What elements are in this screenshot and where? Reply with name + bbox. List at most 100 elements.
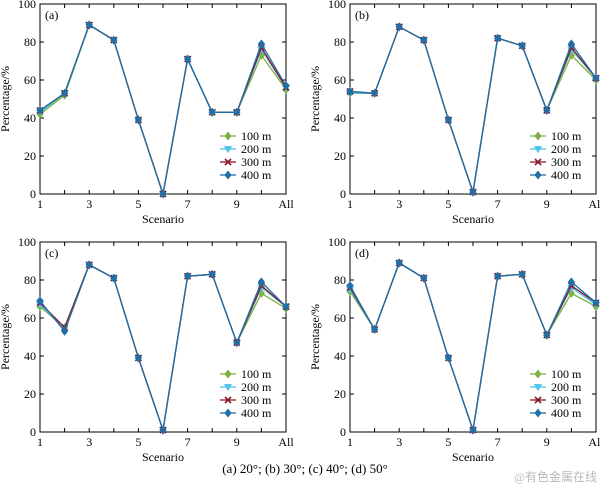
y-tick-label: 80 <box>24 273 36 287</box>
x-tick-label: 1 <box>347 197 353 211</box>
data-point <box>257 39 265 49</box>
legend-marker <box>223 146 233 154</box>
series-400m <box>36 260 290 435</box>
series-400m <box>346 258 600 435</box>
x-tick-label: 9 <box>234 435 240 449</box>
panel-label: (b) <box>355 8 369 22</box>
panel-label: (d) <box>355 246 369 260</box>
data-point <box>184 54 192 64</box>
chart-panel-d: 0 20 40 60 80 100 1 3 5 7 9 All Scenario Percentage/%… <box>308 235 600 464</box>
legend-marker <box>224 369 232 379</box>
data-point <box>395 258 403 268</box>
data-point <box>184 271 192 281</box>
data-point <box>85 260 93 270</box>
data-point <box>134 115 142 125</box>
legend-marker <box>224 396 232 404</box>
legend-label: 300 m <box>241 155 272 169</box>
data-point <box>85 20 93 30</box>
x-tick-label: 9 <box>544 197 550 211</box>
y-tick-label: 60 <box>24 311 36 325</box>
x-tick-label: All <box>588 197 600 211</box>
x-tick-label: 7 <box>495 197 501 211</box>
y-tick-label: 80 <box>24 35 36 49</box>
x-tick-label: 1 <box>347 435 353 449</box>
legend-label: 200 m <box>551 142 582 156</box>
x-tick-label: 7 <box>185 435 191 449</box>
data-point <box>518 41 526 51</box>
data-point <box>420 273 428 283</box>
data-point <box>420 35 428 45</box>
data-point <box>494 271 502 281</box>
x-tick-label: 9 <box>234 197 240 211</box>
data-point <box>282 81 290 91</box>
legend-label: 100 m <box>551 367 582 381</box>
y-axis-label: Percentage/% <box>0 66 12 132</box>
chart-panel-b: 0 20 40 60 80 100 1 3 5 7 9 All Scenario Percentage/%… <box>308 0 600 226</box>
y-tick-label: 20 <box>334 149 346 163</box>
legend-marker <box>534 396 542 404</box>
data-point <box>444 115 452 125</box>
data-point <box>346 86 354 96</box>
x-tick-label: All <box>278 435 294 449</box>
series-400m <box>346 22 600 197</box>
data-point <box>233 338 241 348</box>
data-point <box>395 22 403 32</box>
data-point <box>159 189 167 199</box>
y-axis-label: Percentage/% <box>308 304 322 370</box>
data-point <box>208 269 216 279</box>
x-tick-label: 1 <box>37 435 43 449</box>
x-tick-label: 3 <box>396 435 402 449</box>
x-tick-label: 3 <box>396 197 402 211</box>
panel-label: (a) <box>45 8 58 22</box>
data-point <box>592 73 600 83</box>
data-point <box>110 273 118 283</box>
data-point <box>233 107 241 117</box>
legend-label: 300 m <box>551 155 582 169</box>
data-point <box>208 107 216 117</box>
y-tick-label: 0 <box>340 187 346 201</box>
y-tick-label: 0 <box>340 425 346 439</box>
y-tick-label: 60 <box>334 73 346 87</box>
legend-marker <box>224 131 232 141</box>
x-tick-label: 7 <box>495 435 501 449</box>
data-point <box>494 33 502 43</box>
data-point <box>61 88 69 98</box>
legend-label: 400 m <box>551 406 582 420</box>
legend-marker <box>534 158 542 166</box>
y-tick-label: 100 <box>18 235 36 249</box>
figure-caption: (a) 20°; (b) 30°; (c) 40°; (d) 50° <box>222 461 388 476</box>
panel-label: (c) <box>45 246 58 260</box>
legend-marker <box>534 408 542 418</box>
x-tick-label: 1 <box>37 197 43 211</box>
data-point <box>110 35 118 45</box>
series-400m <box>36 20 290 199</box>
y-tick-label: 60 <box>334 311 346 325</box>
y-tick-label: 20 <box>24 387 36 401</box>
x-axis-label: Scenario <box>142 212 184 226</box>
x-tick-label: 3 <box>86 197 92 211</box>
y-tick-label: 0 <box>30 187 36 201</box>
y-tick-label: 100 <box>328 0 346 11</box>
y-tick-label: 100 <box>18 0 36 11</box>
legend-label: 200 m <box>551 380 582 394</box>
y-tick-label: 40 <box>24 111 36 125</box>
data-point <box>36 105 44 115</box>
legend-marker <box>224 170 232 180</box>
legend-marker <box>224 408 232 418</box>
legend-label: 400 m <box>241 168 272 182</box>
legend-marker <box>223 384 233 392</box>
y-tick-label: 80 <box>334 273 346 287</box>
y-tick-label: 80 <box>334 35 346 49</box>
legend-label: 200 m <box>241 380 272 394</box>
data-point <box>469 187 477 197</box>
legend-marker <box>534 369 542 379</box>
legend-label: 100 m <box>241 367 272 381</box>
y-tick-label: 100 <box>328 235 346 249</box>
legend-label: 400 m <box>241 406 272 420</box>
legend-label: 100 m <box>551 129 582 143</box>
data-point <box>134 353 142 363</box>
